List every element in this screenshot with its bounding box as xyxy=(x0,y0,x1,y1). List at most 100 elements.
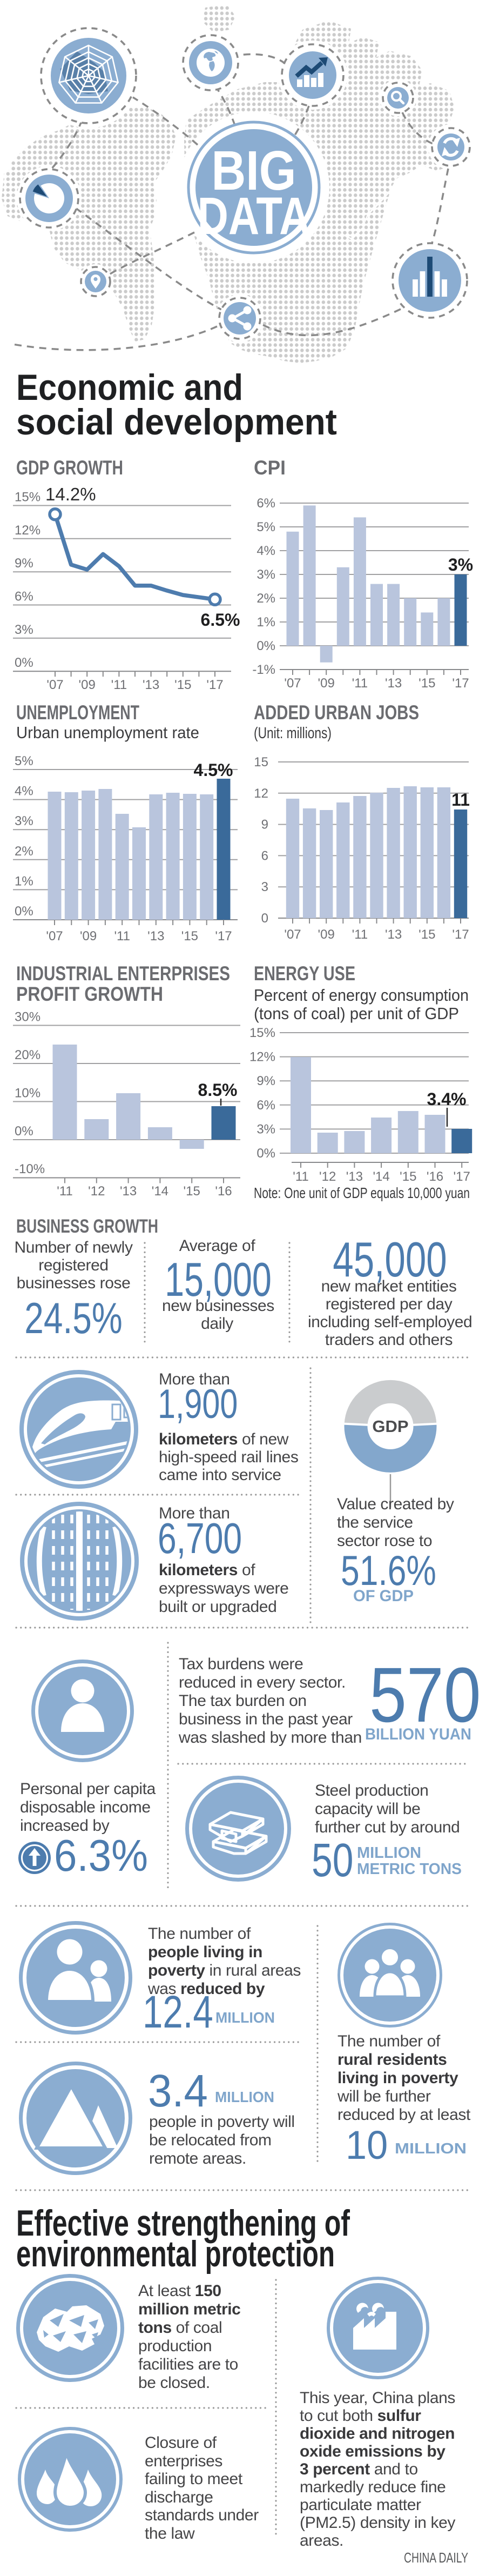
svg-text:Percent of energy consumption: Percent of energy consumption xyxy=(254,986,469,1005)
svg-text:'11: '11 xyxy=(352,927,368,942)
svg-text:1%: 1% xyxy=(256,615,275,630)
svg-text:8.5%: 8.5% xyxy=(198,1080,238,1100)
svg-text:50: 50 xyxy=(312,1834,353,1886)
svg-text:BIG: BIG xyxy=(212,139,296,202)
svg-text:14.2%: 14.2% xyxy=(45,484,96,504)
svg-text:'15: '15 xyxy=(400,1169,416,1184)
svg-text:MILLION: MILLION xyxy=(215,2089,274,2105)
svg-text:6%: 6% xyxy=(256,496,275,511)
svg-text:6,700: 6,700 xyxy=(158,1515,242,1563)
svg-text:1,900: 1,900 xyxy=(158,1381,238,1427)
svg-text:(Unit: millions): (Unit: millions) xyxy=(254,725,332,742)
svg-text:DATA: DATA xyxy=(198,186,310,245)
svg-text:OF GDP: OF GDP xyxy=(353,1587,414,1605)
svg-text:9%: 9% xyxy=(15,556,33,571)
svg-text:12: 12 xyxy=(254,786,268,801)
svg-text:GDP GROWTH: GDP GROWTH xyxy=(16,457,123,479)
svg-text:'09: '09 xyxy=(318,927,335,942)
svg-text:'15: '15 xyxy=(184,1184,200,1199)
svg-text:METRIC TONS: METRIC TONS xyxy=(357,1861,462,1878)
svg-text:'11: '11 xyxy=(114,929,130,944)
svg-text:'16: '16 xyxy=(215,1184,232,1199)
svg-text:12%: 12% xyxy=(15,523,40,538)
svg-text:INDUSTRIAL ENTERPRISES: INDUSTRIAL ENTERPRISES xyxy=(16,962,230,985)
svg-text:2%: 2% xyxy=(256,591,275,606)
svg-text:Economic and: Economic and xyxy=(16,367,243,408)
svg-text:3%: 3% xyxy=(448,555,473,574)
svg-text:'16: '16 xyxy=(427,1169,443,1184)
svg-text:1%: 1% xyxy=(15,874,33,888)
svg-text:BUSINESS GROWTH: BUSINESS GROWTH xyxy=(16,1216,158,1237)
svg-text:-1%: -1% xyxy=(252,663,275,677)
svg-text:11: 11 xyxy=(451,790,470,809)
svg-text:0%: 0% xyxy=(15,1124,33,1139)
svg-text:15: 15 xyxy=(254,755,268,770)
svg-text:'14: '14 xyxy=(152,1184,168,1199)
svg-text:MILLION: MILLION xyxy=(395,2140,467,2157)
svg-text:MILLION: MILLION xyxy=(215,2009,275,2026)
svg-text:570: 570 xyxy=(369,1651,481,1738)
svg-text:3: 3 xyxy=(261,880,268,894)
svg-text:9%: 9% xyxy=(256,1074,275,1088)
svg-text:6.3%: 6.3% xyxy=(54,1830,148,1881)
svg-text:'07: '07 xyxy=(284,676,301,691)
svg-text:3%: 3% xyxy=(15,814,33,828)
svg-text:'13: '13 xyxy=(120,1184,137,1199)
svg-text:Note: One unit of GDP equals 1: Note: One unit of GDP equals 10,000 yuan xyxy=(254,1185,470,1201)
svg-text:'11: '11 xyxy=(352,676,368,691)
svg-text:12%: 12% xyxy=(249,1050,275,1065)
svg-text:4.5%: 4.5% xyxy=(194,760,233,780)
svg-text:24.5%: 24.5% xyxy=(24,1294,122,1343)
svg-text:(tons of coal) per unit of GDP: (tons of coal) per unit of GDP xyxy=(254,1004,459,1023)
svg-text:6%: 6% xyxy=(15,590,33,604)
svg-text:2%: 2% xyxy=(15,844,33,859)
svg-text:CPI: CPI xyxy=(254,457,286,479)
svg-text:PROFIT GROWTH: PROFIT GROWTH xyxy=(16,983,163,1005)
svg-text:ADDED URBAN JOBS: ADDED URBAN JOBS xyxy=(254,701,419,724)
svg-text:GDP: GDP xyxy=(372,1417,408,1436)
svg-text:51.6%: 51.6% xyxy=(341,1547,436,1594)
svg-text:'17: '17 xyxy=(206,678,223,692)
svg-text:environmental protection: environmental protection xyxy=(16,2233,335,2274)
svg-text:'17: '17 xyxy=(452,927,469,942)
svg-text:'15: '15 xyxy=(181,929,198,944)
svg-text:'09: '09 xyxy=(80,929,97,944)
svg-text:15,000: 15,000 xyxy=(165,1253,272,1306)
svg-text:4%: 4% xyxy=(15,784,33,799)
svg-text:0%: 0% xyxy=(15,904,33,919)
svg-text:9: 9 xyxy=(261,818,268,832)
svg-text:social development: social development xyxy=(16,402,337,443)
svg-text:'11: '11 xyxy=(57,1184,73,1199)
svg-text:'12: '12 xyxy=(88,1184,105,1199)
svg-text:-10%: -10% xyxy=(15,1162,45,1176)
svg-text:0%: 0% xyxy=(256,1146,275,1161)
svg-text:20%: 20% xyxy=(15,1048,40,1062)
svg-text:5%: 5% xyxy=(256,520,275,534)
svg-text:12.4: 12.4 xyxy=(143,1987,213,2038)
svg-text:'07: '07 xyxy=(46,678,63,692)
svg-text:'12: '12 xyxy=(319,1169,336,1184)
svg-text:30%: 30% xyxy=(15,1010,40,1025)
svg-text:'17: '17 xyxy=(452,676,469,691)
svg-text:'13: '13 xyxy=(346,1169,363,1184)
svg-text:6%: 6% xyxy=(256,1098,275,1113)
svg-text:'17: '17 xyxy=(454,1169,470,1184)
svg-text:'13: '13 xyxy=(147,929,164,944)
svg-text:'09: '09 xyxy=(318,676,335,691)
svg-text:'13: '13 xyxy=(385,676,402,691)
svg-text:'07: '07 xyxy=(46,929,63,944)
svg-text:Urban unemployment rate: Urban unemployment rate xyxy=(16,723,199,742)
svg-text:Effective strengthening of: Effective strengthening of xyxy=(16,2203,350,2244)
svg-text:'11: '11 xyxy=(293,1169,309,1184)
svg-text:0: 0 xyxy=(261,911,268,926)
svg-text:15%: 15% xyxy=(15,490,40,505)
svg-text:3%: 3% xyxy=(256,1122,275,1136)
svg-text:BILLION YUAN: BILLION YUAN xyxy=(365,1725,471,1743)
svg-text:ENERGY USE: ENERGY USE xyxy=(254,962,355,985)
svg-text:6: 6 xyxy=(261,848,268,863)
svg-text:10%: 10% xyxy=(15,1086,40,1101)
svg-text:'13: '13 xyxy=(143,678,159,692)
svg-text:3%: 3% xyxy=(256,567,275,582)
svg-text:0%: 0% xyxy=(15,655,33,670)
svg-text:'17: '17 xyxy=(215,929,232,944)
